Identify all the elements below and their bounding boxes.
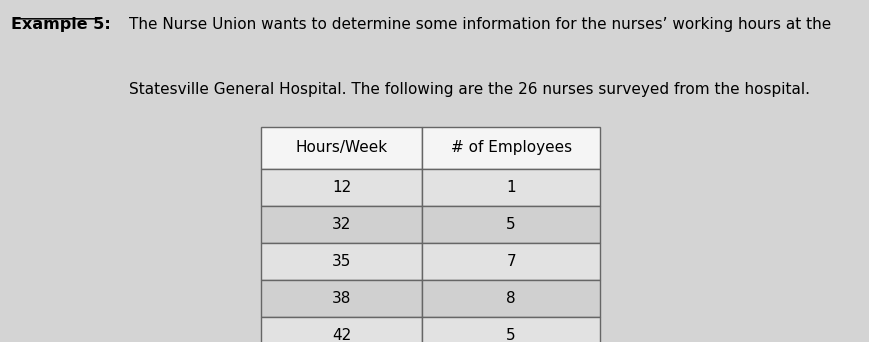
FancyBboxPatch shape — [261, 280, 421, 317]
Text: 7: 7 — [506, 254, 515, 269]
FancyBboxPatch shape — [421, 280, 600, 317]
FancyBboxPatch shape — [261, 317, 421, 342]
Text: 12: 12 — [331, 180, 351, 195]
FancyBboxPatch shape — [261, 127, 421, 169]
Text: The Nurse Union wants to determine some information for the nurses’ working hour: The Nurse Union wants to determine some … — [129, 17, 830, 32]
Text: 35: 35 — [331, 254, 351, 269]
FancyBboxPatch shape — [421, 243, 600, 280]
FancyBboxPatch shape — [261, 169, 421, 206]
Text: 38: 38 — [331, 291, 351, 306]
FancyBboxPatch shape — [261, 243, 421, 280]
FancyBboxPatch shape — [421, 169, 600, 206]
Text: 8: 8 — [506, 291, 515, 306]
FancyBboxPatch shape — [421, 206, 600, 243]
Text: Example 5:: Example 5: — [11, 17, 111, 32]
Text: # of Employees: # of Employees — [450, 141, 571, 155]
Text: 5: 5 — [506, 217, 515, 232]
Text: Hours/Week: Hours/Week — [295, 141, 387, 155]
Text: Statesville General Hospital. The following are the 26 nurses surveyed from the : Statesville General Hospital. The follow… — [129, 82, 809, 97]
Text: 1: 1 — [506, 180, 515, 195]
FancyBboxPatch shape — [261, 206, 421, 243]
Text: 32: 32 — [331, 217, 351, 232]
FancyBboxPatch shape — [421, 317, 600, 342]
FancyBboxPatch shape — [421, 127, 600, 169]
Text: 42: 42 — [331, 328, 351, 342]
Text: 5: 5 — [506, 328, 515, 342]
